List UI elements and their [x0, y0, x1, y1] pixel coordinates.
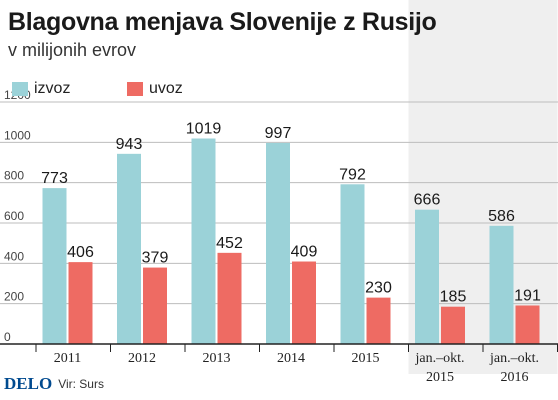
bar-uvoz-6 [441, 306, 465, 344]
bar-uvoz-3 [217, 252, 242, 344]
y-tick-label-800: 800 [4, 169, 24, 183]
value-label-uvoz-4: 409 [291, 244, 318, 261]
y-tick-label-1000: 1000 [4, 128, 31, 142]
x-tick-label-6-line2: 2015 [426, 370, 454, 385]
value-label-izvoz-1: 773 [41, 170, 68, 187]
y-tick-label-600: 600 [4, 209, 24, 223]
y-tick-label-0: 0 [4, 330, 11, 344]
bar-izvoz-7 [489, 225, 514, 344]
bar-uvoz-2 [143, 267, 167, 344]
value-label-izvoz-5: 792 [339, 166, 366, 183]
value-label-izvoz-6: 666 [414, 192, 441, 209]
bar-izvoz-4 [266, 142, 290, 344]
value-label-uvoz-5: 230 [365, 280, 392, 297]
value-label-uvoz-6: 185 [440, 289, 467, 306]
value-label-uvoz-3: 452 [216, 235, 243, 252]
legend-label-izvoz: izvoz [34, 80, 71, 97]
y-tick-label-200: 200 [4, 290, 24, 304]
x-tick-label-7-line2: 2016 [501, 370, 529, 385]
x-tick-label-2-line1: 2012 [128, 351, 156, 366]
chart-title: Blagovna menjava Slovenije z Rusijo [8, 8, 437, 36]
bar-uvoz-5 [366, 297, 391, 344]
footer: DELO Vir: Surs [4, 374, 104, 394]
legend-item-uvoz: uvoz [127, 80, 183, 98]
value-label-izvoz-2: 943 [116, 136, 143, 153]
value-label-izvoz-3: 1019 [186, 121, 222, 138]
y-tick-label-400: 400 [4, 249, 24, 263]
value-label-izvoz-4: 997 [265, 125, 292, 142]
x-tick-label-1-line1: 2011 [54, 351, 81, 366]
bar-uvoz-4 [292, 261, 316, 344]
chart-subtitle: v milijonih evrov [8, 40, 137, 60]
x-tick-label-7-line1: jan.–okt. [489, 351, 539, 366]
bar-uvoz-1 [68, 262, 93, 344]
value-label-izvoz-7: 586 [488, 208, 515, 225]
bar-uvoz-7 [515, 305, 540, 344]
source-note: Vir: Surs [58, 377, 104, 391]
legend-swatch-uvoz [127, 82, 143, 96]
x-tick-label-4-line1: 2014 [277, 351, 305, 366]
bar-izvoz-5 [340, 184, 365, 344]
legend-item-izvoz: izvoz [12, 80, 70, 98]
x-tick-label-5-line1: 2015 [352, 351, 380, 366]
bar-izvoz-3 [191, 138, 216, 344]
value-label-uvoz-7: 191 [514, 287, 541, 304]
bar-izvoz-6 [415, 209, 439, 344]
value-label-uvoz-1: 406 [67, 244, 94, 261]
bar-izvoz-1 [42, 188, 67, 344]
legend-label-uvoz: uvoz [149, 80, 183, 97]
x-tick-label-6-line1: jan.–okt. [415, 351, 465, 366]
value-label-uvoz-2: 379 [142, 250, 169, 267]
x-tick-label-3-line1: 2013 [203, 351, 231, 366]
legend-swatch-izvoz [12, 82, 28, 96]
bar-izvoz-2 [117, 153, 141, 344]
publisher-logo: DELO [4, 374, 53, 393]
